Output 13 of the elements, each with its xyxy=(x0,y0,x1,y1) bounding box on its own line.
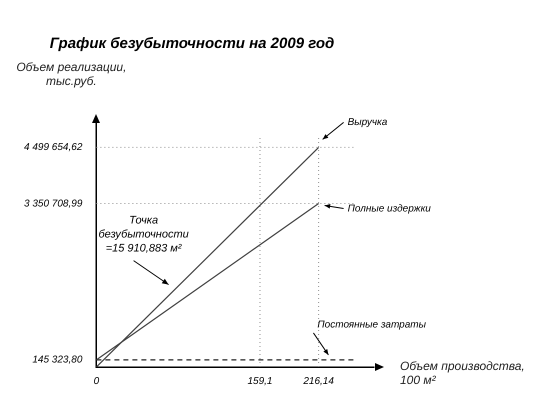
y-tick-label: 4 499 654,62 xyxy=(24,142,83,154)
text: Выручка xyxy=(348,117,388,128)
y-axis-title: Объем реализации, тыс.руб. xyxy=(15,60,128,88)
x-tick-label: 0 xyxy=(94,376,100,387)
x-tick-label: 216,14 xyxy=(302,376,334,387)
text: Постоянные затраты xyxy=(317,320,427,331)
y-tick-label: 145 323,80 xyxy=(32,354,83,366)
text: Полные издержки xyxy=(348,203,432,214)
x-axis-title: Объем производства, 100 м² xyxy=(400,359,526,387)
x-tick-label: 159,1 xyxy=(247,376,272,387)
annotation: Точка безубыточности =15 910,883 м² xyxy=(98,214,189,255)
chart-title: График безубыточности на 2009 год xyxy=(50,35,334,52)
y-tick-label: 3 350 708,99 xyxy=(24,198,83,210)
